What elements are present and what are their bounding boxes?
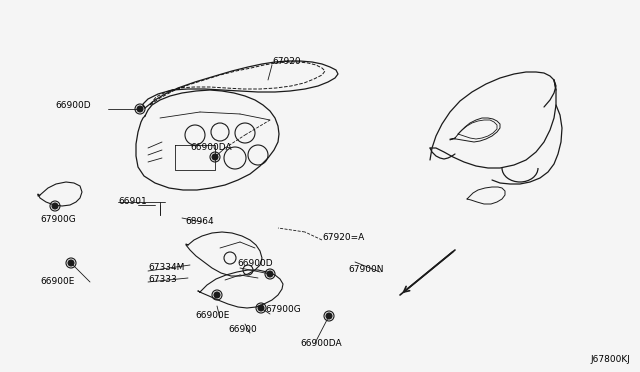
Text: 67920: 67920 [272, 58, 301, 67]
Circle shape [137, 106, 143, 112]
Text: 68964: 68964 [185, 218, 214, 227]
Circle shape [52, 203, 58, 209]
Circle shape [68, 260, 74, 266]
Text: 66900D: 66900D [55, 100, 91, 109]
Circle shape [212, 154, 218, 160]
Circle shape [258, 305, 264, 311]
Text: 67920=A: 67920=A [322, 232, 364, 241]
Text: 67334M: 67334M [148, 263, 184, 273]
Circle shape [267, 271, 273, 277]
Text: J67800KJ: J67800KJ [590, 355, 630, 364]
Text: 67333: 67333 [148, 276, 177, 285]
Text: 66900DA: 66900DA [190, 144, 232, 153]
Circle shape [326, 313, 332, 319]
Text: 66900E: 66900E [195, 311, 229, 320]
Text: 66901: 66901 [118, 198, 147, 206]
Text: 66900E: 66900E [40, 278, 74, 286]
Text: 66900D: 66900D [237, 260, 273, 269]
Text: 66900: 66900 [228, 326, 257, 334]
Text: 66900DA: 66900DA [300, 339, 342, 347]
Circle shape [214, 292, 220, 298]
Text: 67900N: 67900N [348, 266, 383, 275]
Text: 67900G: 67900G [40, 215, 76, 224]
Text: 67900G: 67900G [265, 305, 301, 314]
